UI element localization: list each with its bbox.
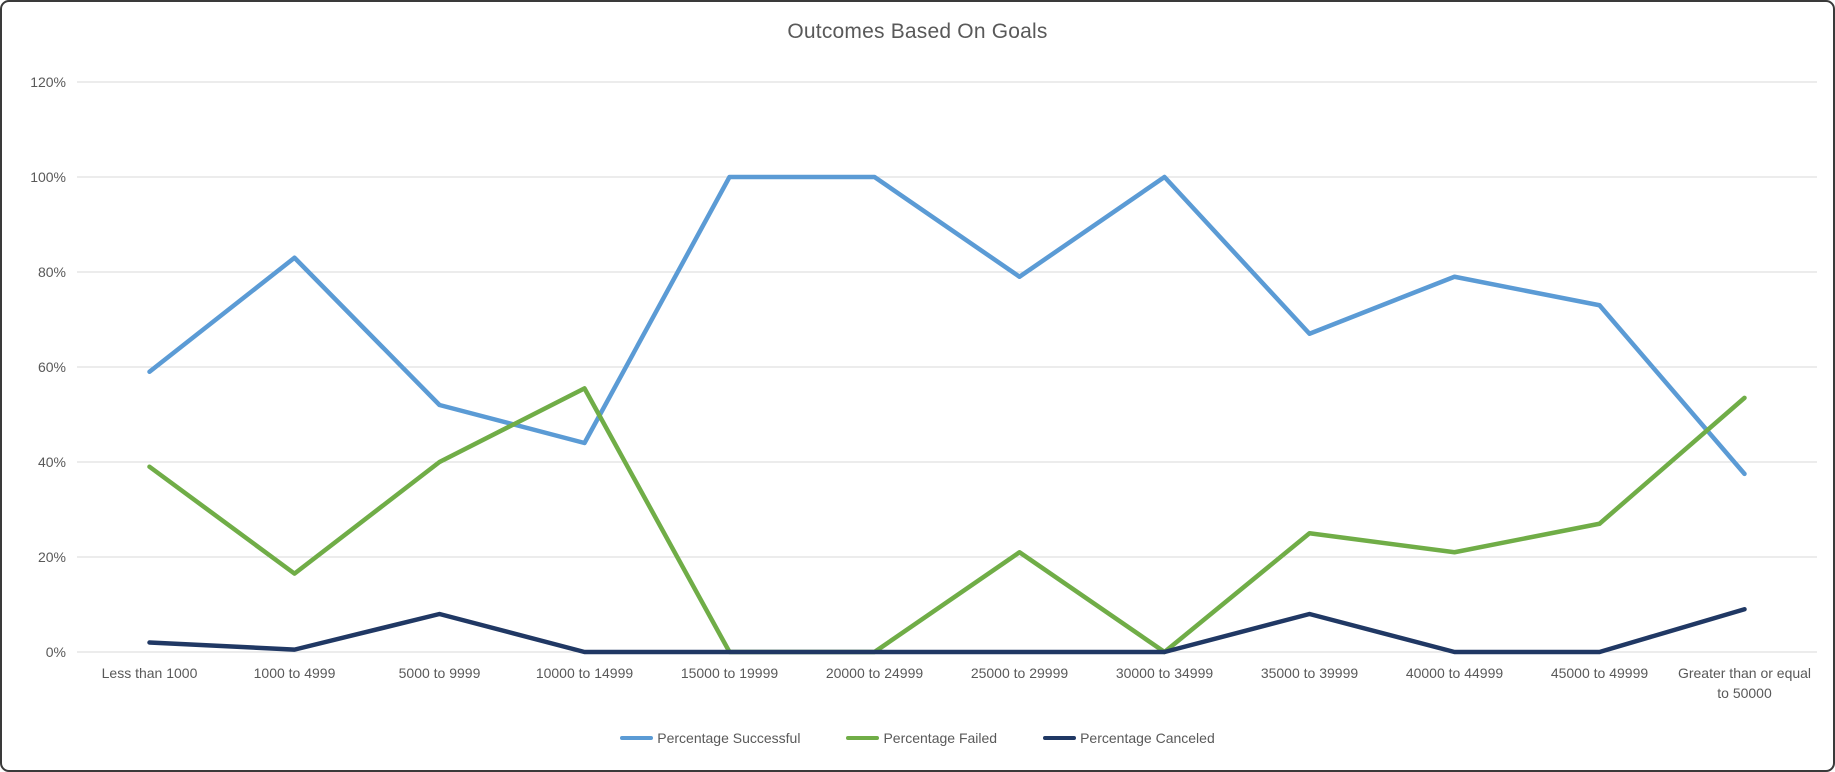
- y-axis-label: 60%: [37, 359, 66, 375]
- x-axis-label: 35000 to 39999: [1260, 665, 1359, 681]
- x-axis-label: 5000 to 9999: [398, 665, 481, 681]
- series-line-percentage-successful: [147, 174, 1747, 477]
- series-line-percentage-canceled: [147, 607, 1747, 655]
- x-axis-label: Greater than or equal to 50000: [1677, 665, 1812, 701]
- y-axis-label: 0%: [45, 644, 66, 660]
- x-axis-label: 10000 to 14999: [535, 665, 634, 681]
- x-axis-label: 20000 to 24999: [825, 665, 924, 681]
- x-axis-label: 40000 to 44999: [1405, 665, 1504, 681]
- legend-swatch-icon: [620, 736, 654, 740]
- chart-title: Outcomes Based On Goals: [787, 20, 1048, 43]
- x-axis-label: Less than 1000: [101, 665, 198, 681]
- legend-item-percentage-canceled: Percentage Canceled: [1043, 730, 1215, 746]
- series-line-percentage-failed: [147, 386, 1747, 655]
- x-axis-label: 25000 to 29999: [970, 665, 1069, 681]
- legend-item-percentage-failed: Percentage Failed: [846, 730, 997, 746]
- y-axis-label: 100%: [30, 169, 66, 185]
- y-axis-label: 20%: [37, 549, 66, 565]
- legend: Percentage Successful Percentage Failed Pe…: [2, 730, 1833, 746]
- x-axis-label: 45000 to 49999: [1550, 665, 1649, 681]
- legend-label: Percentage Successful: [657, 730, 801, 746]
- legend-swatch-icon: [1043, 736, 1077, 740]
- legend-item-percentage-successful: Percentage Successful: [620, 730, 800, 746]
- y-axis-label: 40%: [37, 454, 66, 470]
- x-axis-label: 1000 to 4999: [253, 665, 336, 681]
- legend-swatch-icon: [846, 736, 880, 740]
- legend-label: Percentage Failed: [883, 730, 998, 746]
- x-axis-label: 30000 to 34999: [1115, 665, 1214, 681]
- y-axis-label: 120%: [30, 74, 66, 90]
- y-axis-label: 80%: [37, 264, 66, 280]
- legend-label: Percentage Canceled: [1080, 730, 1215, 746]
- x-axis-label: 15000 to 19999: [680, 665, 779, 681]
